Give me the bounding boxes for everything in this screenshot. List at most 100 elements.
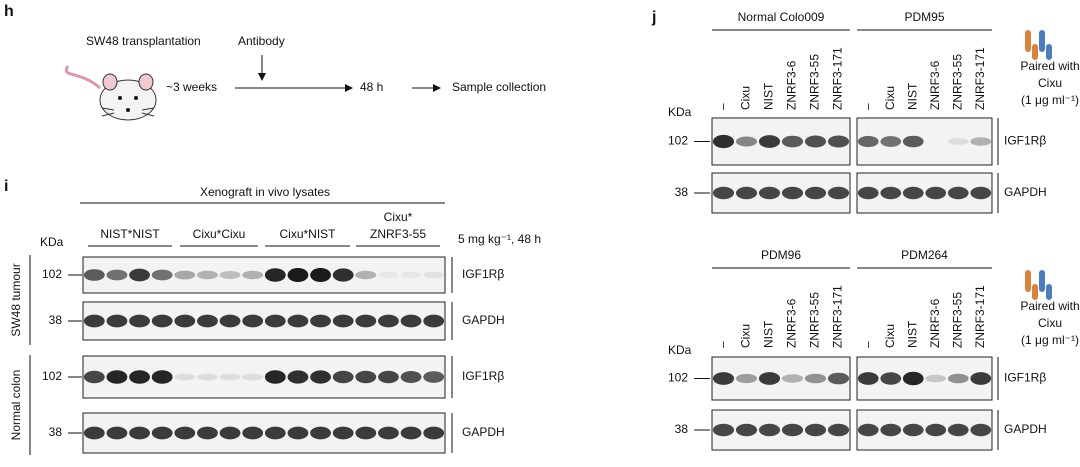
band	[735, 186, 758, 200]
group-label: ZNRF3-55	[370, 227, 426, 241]
band	[970, 423, 992, 437]
band	[423, 371, 445, 383]
marker-label: 38	[675, 422, 689, 436]
band	[758, 135, 781, 148]
band	[355, 426, 377, 440]
band	[880, 372, 902, 385]
band	[947, 373, 969, 384]
band	[947, 138, 969, 145]
marker-label: 38	[675, 185, 689, 199]
band	[758, 186, 781, 200]
band	[880, 136, 902, 147]
band	[781, 186, 804, 200]
band	[400, 426, 422, 440]
band	[264, 314, 286, 328]
lane-label: Cixu	[739, 324, 753, 348]
band	[378, 271, 399, 279]
band	[264, 370, 286, 384]
band	[857, 423, 879, 437]
band	[857, 372, 879, 385]
protein-label: GAPDH	[462, 425, 505, 439]
step-label: SW48 transplantation	[86, 34, 201, 48]
antibody-icon	[1032, 284, 1038, 300]
lane-label: ZNRF3-55	[808, 54, 822, 110]
band	[310, 314, 331, 328]
band	[83, 269, 105, 281]
protein-label: IGF1Rβ	[462, 267, 504, 281]
band	[804, 135, 827, 148]
band	[712, 372, 735, 385]
band	[880, 186, 902, 200]
band	[151, 370, 173, 384]
band	[242, 426, 264, 440]
group-label: PDM96	[761, 248, 801, 262]
band	[423, 271, 445, 279]
band	[106, 314, 128, 328]
band	[174, 426, 196, 440]
blot	[711, 356, 851, 401]
band	[151, 314, 173, 328]
band	[106, 370, 128, 384]
band	[423, 314, 445, 328]
protein-label: GAPDH	[462, 313, 505, 327]
lane-label: –	[716, 103, 730, 110]
group-label: Cixu*NIST	[279, 227, 336, 241]
band	[83, 370, 105, 384]
band	[902, 423, 924, 437]
band	[947, 186, 969, 200]
band	[781, 423, 804, 437]
lane-label: ZNRF3-6	[785, 60, 799, 110]
band	[264, 268, 286, 282]
band	[287, 314, 309, 328]
group-label: Cixu*	[384, 210, 413, 224]
protein-label: IGF1Rβ	[1004, 134, 1046, 148]
lane-label: Cixu	[883, 324, 897, 348]
band	[174, 270, 196, 280]
step-label: Sample collection	[452, 80, 546, 94]
antibody-icon	[1039, 270, 1045, 292]
lane-label: Cixu	[739, 86, 753, 110]
band	[400, 371, 422, 383]
band	[857, 135, 879, 148]
lane-label: ZNRF3-171	[973, 285, 987, 348]
band	[378, 426, 399, 440]
group-label: PDM264	[901, 248, 948, 262]
band	[827, 135, 850, 148]
kda-label: KDa	[40, 235, 64, 249]
blot	[711, 409, 851, 451]
marker-label: 102	[42, 369, 62, 383]
band	[310, 426, 331, 440]
band	[332, 370, 354, 384]
blot	[856, 409, 993, 451]
band	[827, 372, 850, 385]
lane-label: –	[860, 103, 874, 110]
band	[925, 374, 947, 383]
band	[129, 370, 150, 384]
step-label: ~3 weeks	[166, 80, 217, 94]
band	[857, 186, 879, 200]
legend-text: Paired with	[1020, 299, 1079, 313]
lane-label: Cixu	[883, 86, 897, 110]
panel-label: i	[4, 178, 8, 195]
legend-text: Cixu	[1038, 316, 1062, 330]
band	[242, 373, 264, 381]
band	[219, 373, 241, 381]
band	[712, 134, 735, 149]
blot	[856, 356, 993, 401]
blot	[856, 117, 993, 166]
marker-label: 102	[42, 267, 62, 281]
band	[712, 423, 735, 437]
lane-label: NIST	[762, 82, 776, 110]
legend-text: (1 μg ml⁻¹)	[1021, 93, 1079, 107]
band	[355, 270, 377, 280]
lane-label: ZNRF3-171	[973, 47, 987, 110]
band	[378, 370, 399, 384]
band	[106, 269, 128, 281]
band	[264, 426, 286, 440]
protein-label: IGF1Rβ	[1004, 371, 1046, 385]
step-label: 48 h	[360, 80, 383, 94]
tissue-label: SW48 tumour	[9, 263, 23, 336]
antibody-icon	[1032, 44, 1038, 60]
band	[106, 426, 128, 440]
